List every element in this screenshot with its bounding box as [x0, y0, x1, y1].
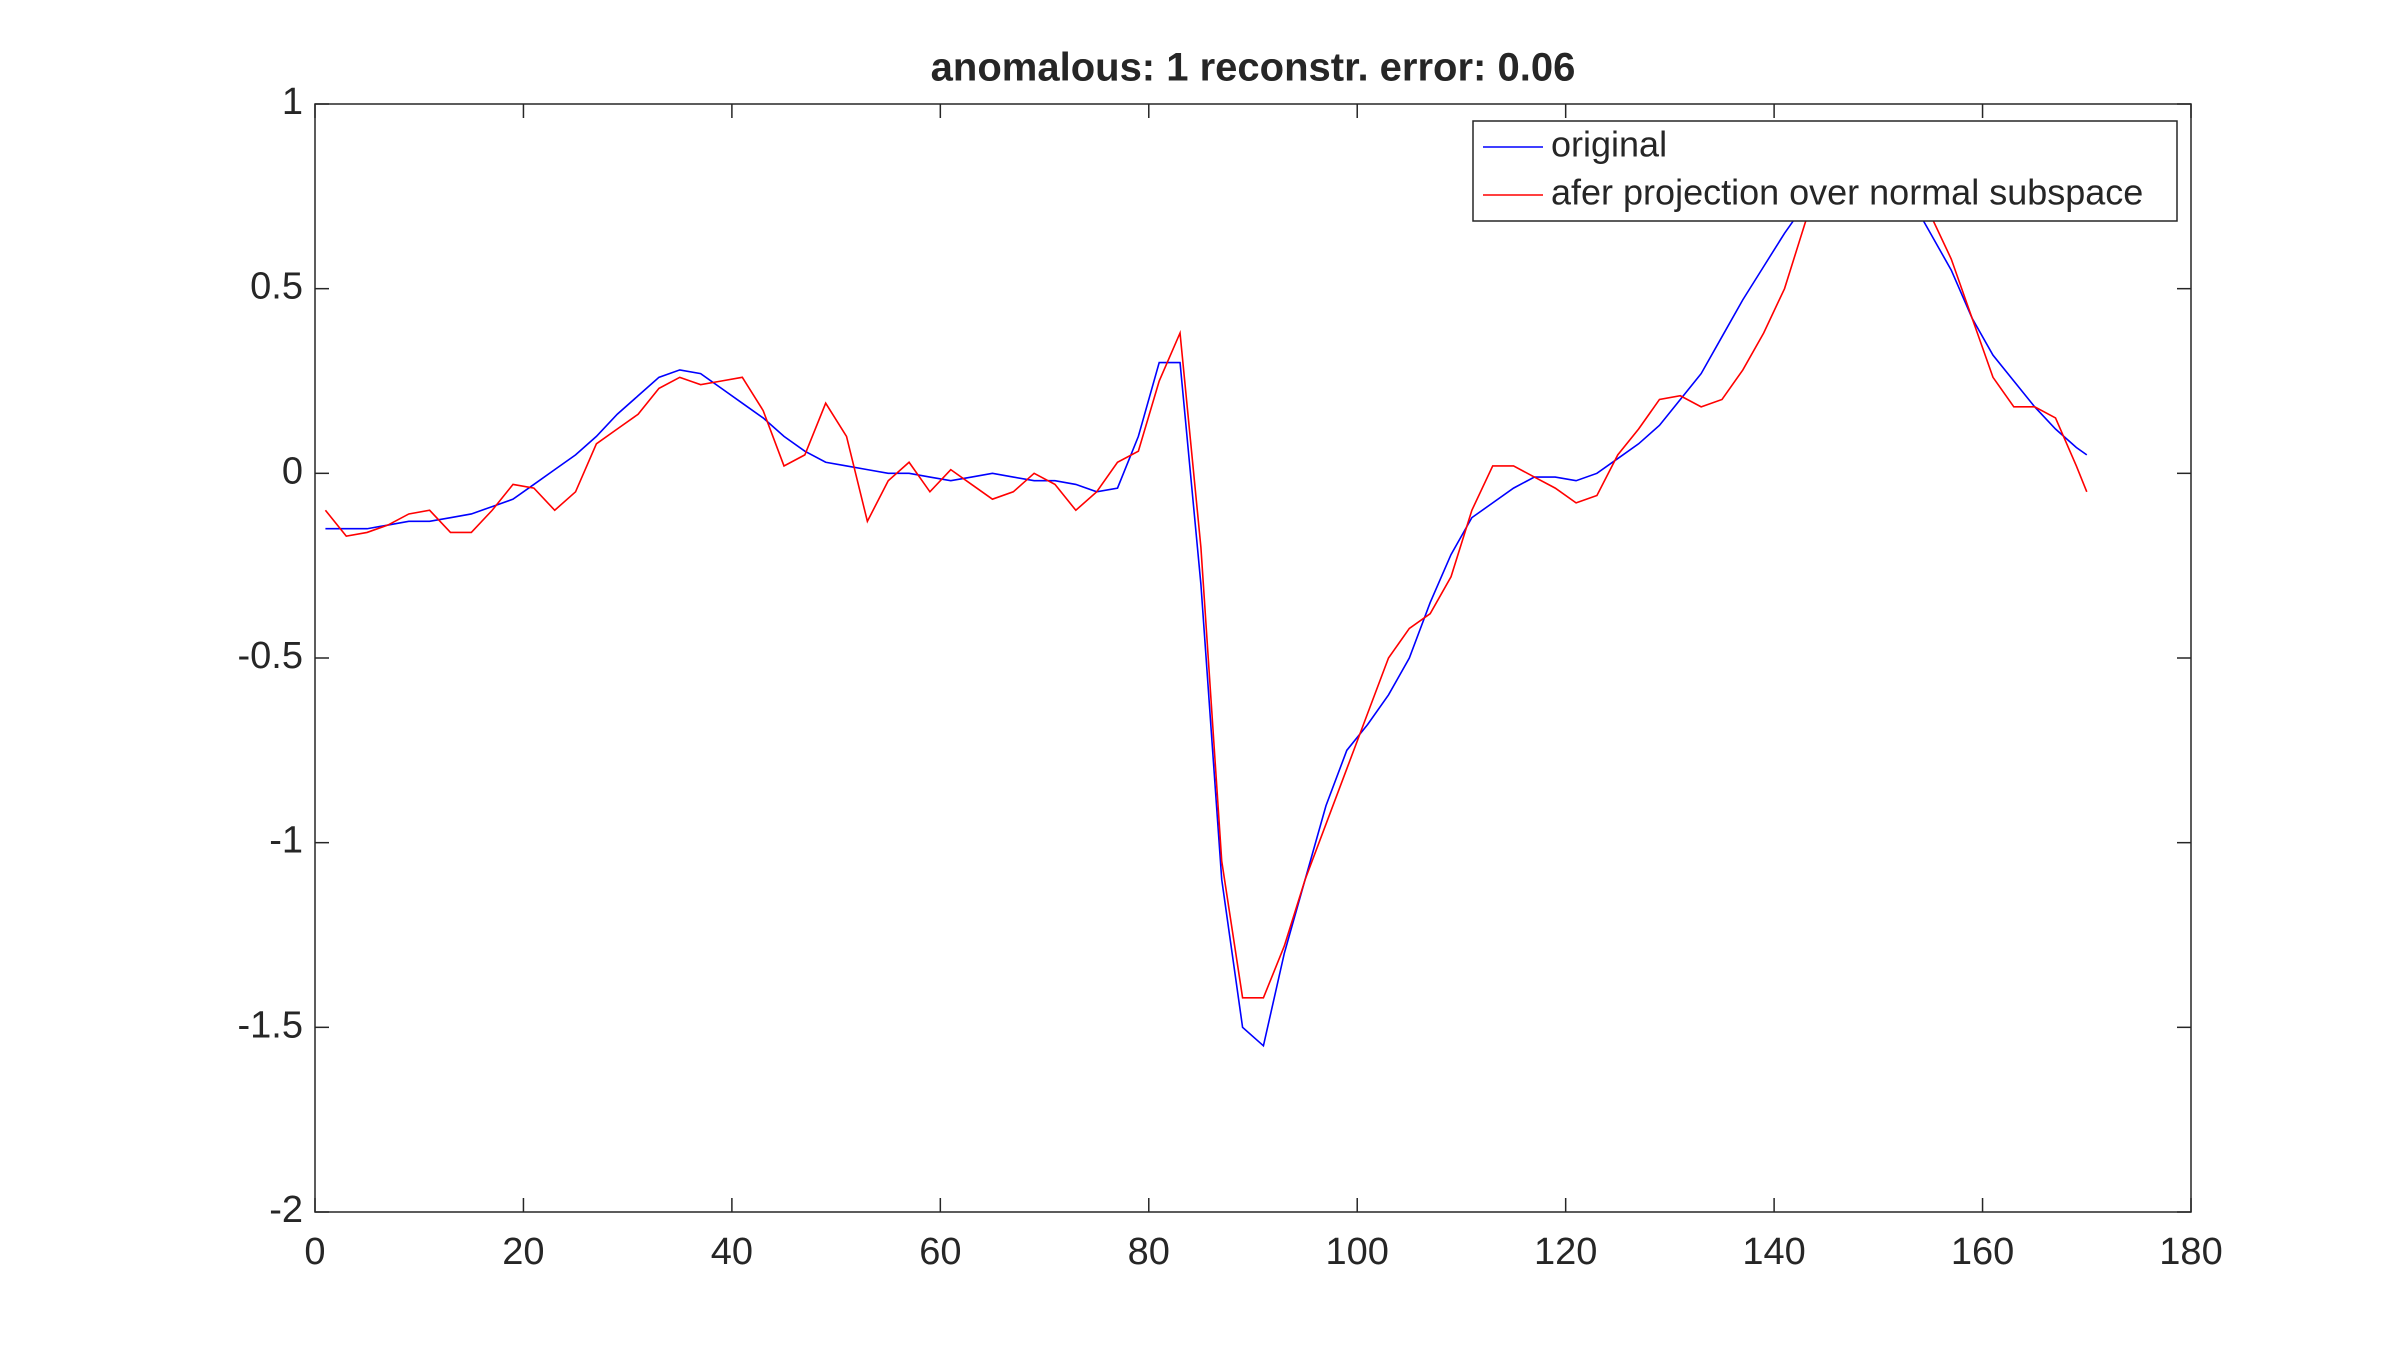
x-tick-label: 0 — [304, 1231, 325, 1273]
x-tick-label: 40 — [711, 1231, 753, 1273]
x-tick-label: 20 — [502, 1231, 544, 1273]
y-tick-label: 0 — [282, 450, 303, 492]
chart-title: anomalous: 1 reconstr. error: 0.06 — [931, 46, 1576, 90]
legend: original afer projection over normal subs… — [1472, 120, 2178, 222]
y-tick-label: -2 — [269, 1189, 303, 1231]
legend-label: original — [1551, 124, 1667, 165]
y-tick-label: 0.5 — [250, 266, 303, 308]
x-tick-label: 180 — [2159, 1231, 2222, 1273]
x-tick-label: 60 — [919, 1231, 961, 1273]
x-tick-label: 120 — [1534, 1231, 1597, 1273]
x-tick-label: 140 — [1742, 1231, 1805, 1273]
y-tick-label: -1 — [269, 820, 303, 862]
data-line — [324, 147, 2088, 999]
legend-label: afer projection over normal subspace — [1551, 172, 2143, 213]
x-tick-label: 160 — [1951, 1231, 2014, 1273]
y-tick-label: -1.5 — [238, 1004, 303, 1046]
y-tick-label: 1 — [282, 81, 303, 123]
x-tick-label: 100 — [1326, 1231, 1389, 1273]
legend-box — [1472, 120, 2178, 222]
axes-box — [314, 103, 2192, 1213]
y-tick-label: -0.5 — [238, 635, 303, 677]
x-tick-label: 80 — [1128, 1231, 1170, 1273]
